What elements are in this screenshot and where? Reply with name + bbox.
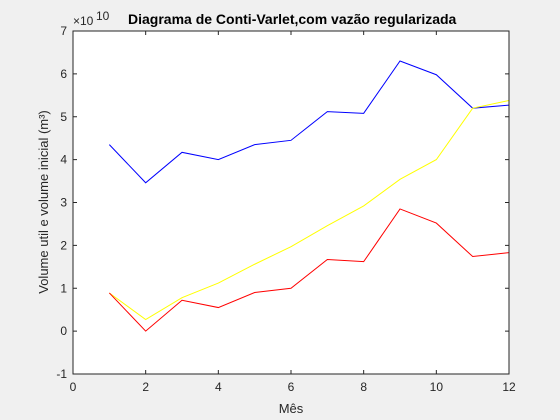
y-axis-label: Volume util e volume inicial (m³) bbox=[36, 110, 51, 294]
x-tick-label: 0 bbox=[70, 380, 77, 394]
x-tick-label: 2 bbox=[142, 380, 149, 394]
y-ticks: -1 0 1 2 3 4 5 6 7 bbox=[56, 24, 509, 381]
x-tick-label: 6 bbox=[288, 380, 295, 394]
series-line-3 bbox=[108, 208, 510, 332]
chart-title: Diagrama de Conti-Varlet,com vazão regul… bbox=[128, 11, 457, 27]
y-tick-label: 4 bbox=[60, 153, 67, 167]
x-tick-label: 4 bbox=[215, 380, 222, 394]
y-tick-label: 7 bbox=[60, 24, 67, 38]
series-layer bbox=[108, 60, 510, 332]
plot-area bbox=[73, 31, 509, 374]
y-tick-label: 0 bbox=[60, 324, 67, 338]
x-tick-label: 12 bbox=[502, 380, 516, 394]
y-tick-label: 6 bbox=[60, 67, 67, 81]
y-tick-label: 1 bbox=[60, 281, 67, 295]
series-line-2 bbox=[109, 99, 510, 321]
y-tick-label: 5 bbox=[60, 110, 67, 124]
x-axis-label: Mês bbox=[279, 401, 304, 416]
series-line-1 bbox=[108, 60, 510, 184]
y-tick-label: 3 bbox=[60, 196, 67, 210]
x-tick-label: 10 bbox=[430, 380, 444, 394]
exponent-prefix: ×10 bbox=[73, 14, 94, 28]
x-tick-label: 8 bbox=[360, 380, 367, 394]
y-tick-label: -1 bbox=[56, 367, 67, 381]
exponent-power: 10 bbox=[96, 9, 110, 23]
y-tick-label: 2 bbox=[60, 238, 67, 252]
x-ticks: 0 2 4 6 8 10 12 bbox=[70, 31, 516, 394]
